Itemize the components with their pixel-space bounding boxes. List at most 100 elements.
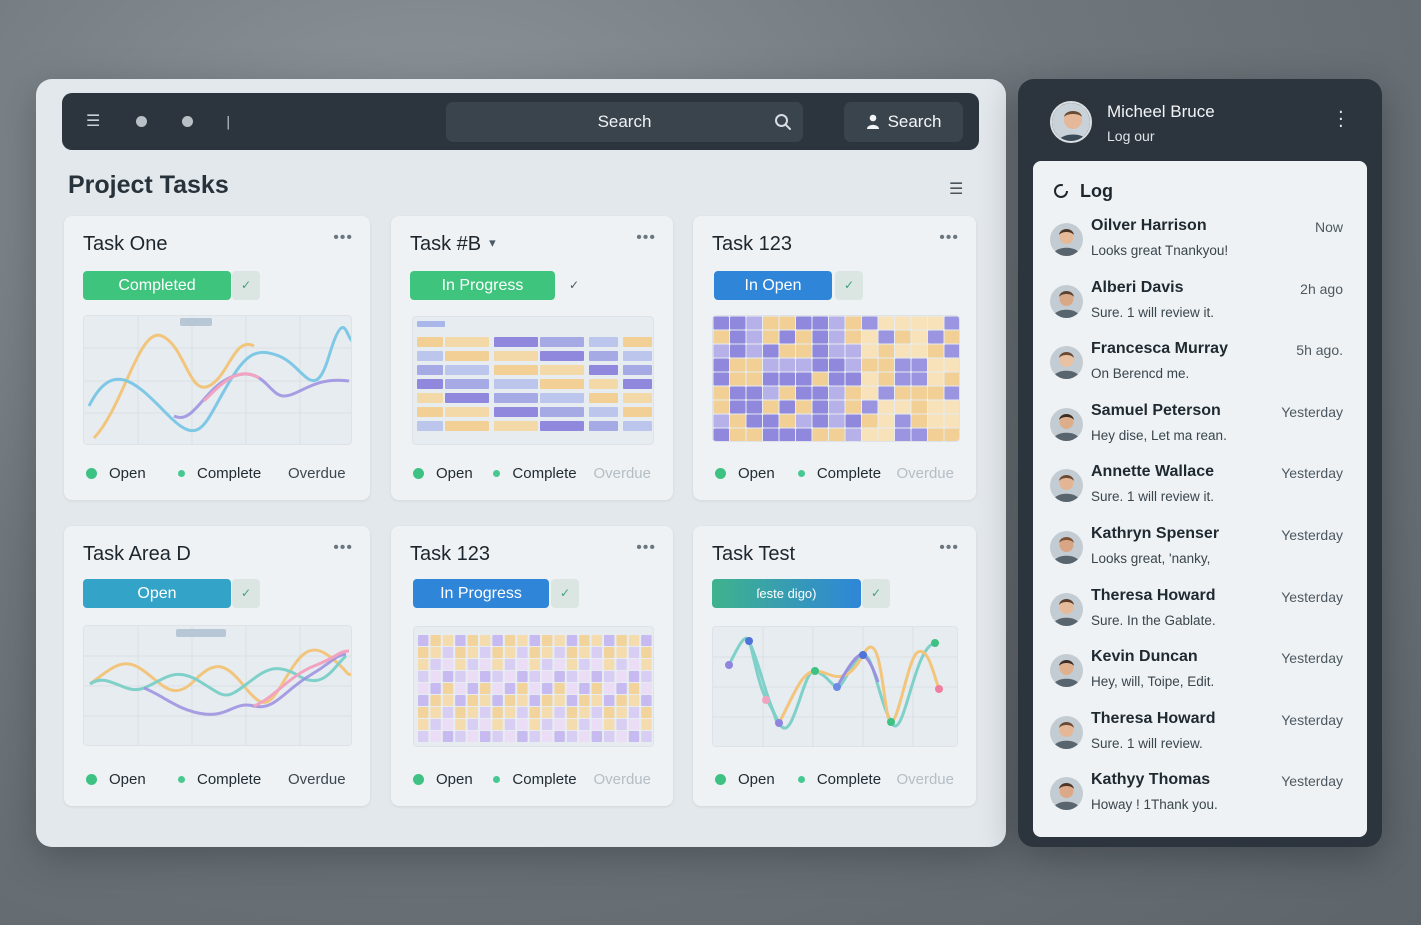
task-title: Task One <box>83 233 168 255</box>
status-dropdown-icon[interactable]: ✓ <box>568 278 580 292</box>
avatar[interactable] <box>1050 777 1083 811</box>
task-card[interactable]: Task #B ▾ ••• In Progress ✓ Open Complete… <box>391 216 673 500</box>
more-options-icon[interactable]: ••• <box>939 229 959 246</box>
more-options-icon[interactable]: ••• <box>939 539 959 556</box>
bar-segment <box>455 659 466 670</box>
status-badge[interactable]: In Progress <box>410 271 555 300</box>
status-dropdown-icon[interactable]: ✓ <box>862 579 890 608</box>
status-badge[interactable]: ſeste digo) <box>712 579 861 608</box>
avatar[interactable] <box>1050 469 1083 503</box>
bar-segment <box>604 731 615 742</box>
legend-overdue: Overdue <box>896 465 954 482</box>
heatmap-cell <box>746 386 762 400</box>
search-button[interactable]: Search <box>844 102 963 142</box>
heatmap-cell <box>829 386 845 400</box>
bar-segment <box>542 659 553 670</box>
log-item[interactable]: Francesca Murray 5h ago. On Berencd me. <box>1050 340 1350 395</box>
status-badge[interactable]: In Progress <box>413 579 549 608</box>
log-timestamp: Now <box>1314 219 1343 235</box>
log-item[interactable]: Kathyy Thomas Yesterday Howay ! 1Thank you… <box>1050 771 1350 826</box>
bar-segment <box>418 707 429 718</box>
chart-cell <box>540 379 584 389</box>
task-card[interactable]: Task Test ••• ſeste digo) ✓ <box>693 526 976 806</box>
chart-cell <box>417 393 443 403</box>
avatar[interactable] <box>1050 654 1083 688</box>
legend-open: Open <box>86 771 178 788</box>
heatmap-cell <box>812 400 828 414</box>
bar-segment <box>529 707 540 718</box>
log-timestamp: Yesterday <box>1281 527 1343 543</box>
heatmap-cell <box>862 414 878 428</box>
task-card[interactable]: Task One ••• Completed ✓ Open Complete O… <box>64 216 370 500</box>
search-icon[interactable] <box>773 112 793 132</box>
avatar[interactable] <box>1050 407 1083 441</box>
legend-label: Complete <box>816 465 882 482</box>
dot-icon[interactable] <box>182 116 193 127</box>
heatmap-cell <box>796 330 812 344</box>
task-title: Task Area D <box>83 543 191 565</box>
log-item[interactable]: Alberi Davis 2h ago Sure. 1 will review it… <box>1050 279 1350 334</box>
more-options-icon[interactable]: ••• <box>333 229 353 246</box>
log-item[interactable]: Theresa Howard Yesterday Sure. 1 will revi… <box>1050 710 1350 765</box>
more-options-icon[interactable]: ••• <box>333 539 353 556</box>
task-card[interactable]: Task 123 ••• In Progress ✓ Open Complete… <box>391 526 673 806</box>
log-item[interactable]: Samuel Peterson Yesterday Hey dise, Let ma… <box>1050 402 1350 457</box>
avatar[interactable] <box>1050 284 1083 318</box>
list-view-icon[interactable]: ☰ <box>949 179 964 198</box>
log-item[interactable]: Kathryn Spenser Yesterday Looks great, 'na… <box>1050 525 1350 580</box>
bar-segment <box>467 635 478 646</box>
heatmap-cell <box>878 372 894 386</box>
log-item[interactable]: Oilver Harrison Now Looks great Tnankyou! <box>1050 217 1350 272</box>
log-item[interactable]: Kevin Duncan Yesterday Hey, will, Toipe, E… <box>1050 648 1350 703</box>
status-dropdown-icon[interactable]: ✓ <box>232 271 260 300</box>
log-message: Sure. 1 will review it. <box>1091 489 1215 505</box>
status-badge[interactable]: Completed <box>83 271 231 300</box>
search-input[interactable]: Search <box>446 102 803 142</box>
vertical-more-icon[interactable]: · · · <box>1338 102 1344 137</box>
log-timestamp: Yesterday <box>1281 711 1343 728</box>
heatmap-cell <box>812 372 828 386</box>
heatmap-cell <box>812 386 828 400</box>
heatmap-cell <box>796 358 812 372</box>
bar-segment <box>616 719 627 730</box>
avatar[interactable] <box>1050 531 1083 564</box>
bar-segment <box>566 635 578 646</box>
heatmap-cell <box>845 358 861 372</box>
status-badge[interactable]: In Open <box>714 271 832 300</box>
chevron-down-icon[interactable]: ▾ <box>489 235 496 250</box>
log-message: Hey dise, Let ma rean. <box>1091 427 1227 443</box>
heatmap-cell <box>779 316 795 330</box>
status-dropdown-icon[interactable]: ✓ <box>551 579 579 608</box>
open-dot-icon <box>86 468 97 479</box>
task-card[interactable]: Task 123 ••• In Open ✓ Open Complete Ove… <box>693 216 976 500</box>
dot-icon[interactable] <box>136 116 147 127</box>
logout-link[interactable]: Log our <box>1107 128 1155 144</box>
log-item[interactable]: Annette Wallace Yesterday Sure. 1 will rev… <box>1050 463 1350 518</box>
avatar[interactable] <box>1050 592 1083 626</box>
status-badge[interactable]: Open <box>83 579 231 608</box>
heatmap-cell <box>796 316 812 330</box>
more-options-icon[interactable]: ••• <box>636 229 656 246</box>
log-timestamp: Yesterday <box>1281 588 1343 605</box>
heatmap-cell <box>878 414 894 428</box>
status-dropdown-icon[interactable]: ✓ <box>835 271 863 300</box>
log-item[interactable]: Theresa Howard Yesterday Sure. In the Gabl… <box>1050 587 1350 642</box>
status-dropdown-icon[interactable]: ✓ <box>232 579 260 608</box>
heatmap-cell <box>895 358 911 372</box>
avatar[interactable] <box>1050 101 1092 143</box>
bar-segment <box>542 671 553 682</box>
task-card[interactable]: Task Area D ••• Open ✓ Open Complete Ove… <box>64 526 370 806</box>
more-options-icon[interactable]: ••• <box>636 539 656 556</box>
avatar[interactable] <box>1050 223 1083 256</box>
chart-cell <box>445 351 489 361</box>
legend-open: Open <box>86 465 178 482</box>
bar-segment <box>542 635 553 646</box>
bar-segment <box>616 635 627 646</box>
bar-segment <box>480 671 491 682</box>
heatmap-cell <box>746 400 762 414</box>
avatar[interactable] <box>1050 715 1083 749</box>
chart-cell <box>540 337 584 347</box>
bar-segment <box>579 695 590 706</box>
avatar[interactable] <box>1050 346 1083 380</box>
menu-icon[interactable]: ☰ <box>86 111 101 130</box>
